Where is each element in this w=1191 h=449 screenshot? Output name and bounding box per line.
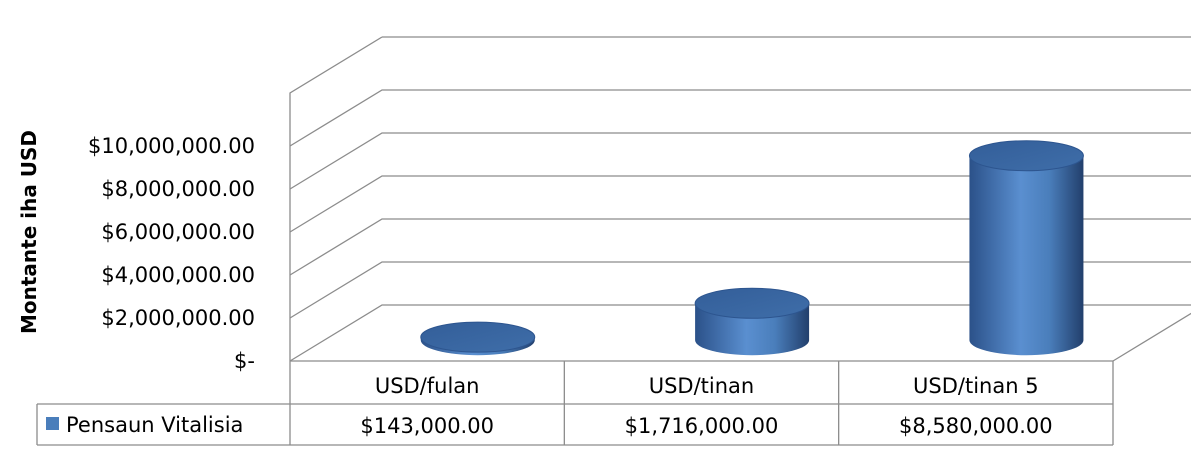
y-tick-label: $4,000,000.00 bbox=[101, 263, 255, 287]
bar-top bbox=[420, 321, 536, 353]
gridline bbox=[289, 175, 1191, 233]
category-label: USD/tinan 5 bbox=[913, 374, 1039, 398]
y-tick-label: $2,000,000.00 bbox=[101, 306, 255, 330]
bar-top bbox=[968, 140, 1084, 172]
y-tick-label: $6,000,000.00 bbox=[101, 220, 255, 244]
data-label: $1,716,000.00 bbox=[625, 414, 779, 438]
gridline bbox=[289, 89, 1191, 147]
data-label: $8,580,000.00 bbox=[899, 414, 1053, 438]
y-tick-label: $- bbox=[234, 349, 255, 373]
gridline bbox=[289, 132, 1191, 190]
gridlines bbox=[289, 89, 1191, 319]
y-axis-ticks: $- $2,000,000.00 $4,000,000.00 $6,000,000.0… bbox=[88, 134, 255, 373]
gridline bbox=[289, 261, 1191, 319]
legend-series-name: Pensaun Vitalisia bbox=[66, 413, 243, 437]
bar-top bbox=[694, 287, 810, 319]
bars bbox=[420, 140, 1084, 356]
bar bbox=[968, 140, 1084, 356]
gridline bbox=[289, 218, 1191, 276]
bar-body bbox=[969, 155, 1084, 356]
data-table: USD/fulan USD/tinan USD/tinan 5 Pensaun Vit… bbox=[36, 360, 1114, 446]
side-wall-edge bbox=[289, 36, 383, 361]
y-tick-label: $10,000,000.00 bbox=[88, 134, 255, 158]
category-label: USD/tinan bbox=[649, 374, 755, 398]
table-grid bbox=[36, 360, 1113, 446]
data-label: $143,000.00 bbox=[360, 414, 494, 438]
category-label: USD/fulan bbox=[375, 374, 480, 398]
y-tick-label: $8,000,000.00 bbox=[101, 177, 255, 201]
legend-key bbox=[46, 417, 59, 430]
bar bbox=[694, 287, 810, 356]
y-axis-label: Montante iha USD bbox=[17, 130, 41, 334]
bar bbox=[420, 321, 536, 356]
